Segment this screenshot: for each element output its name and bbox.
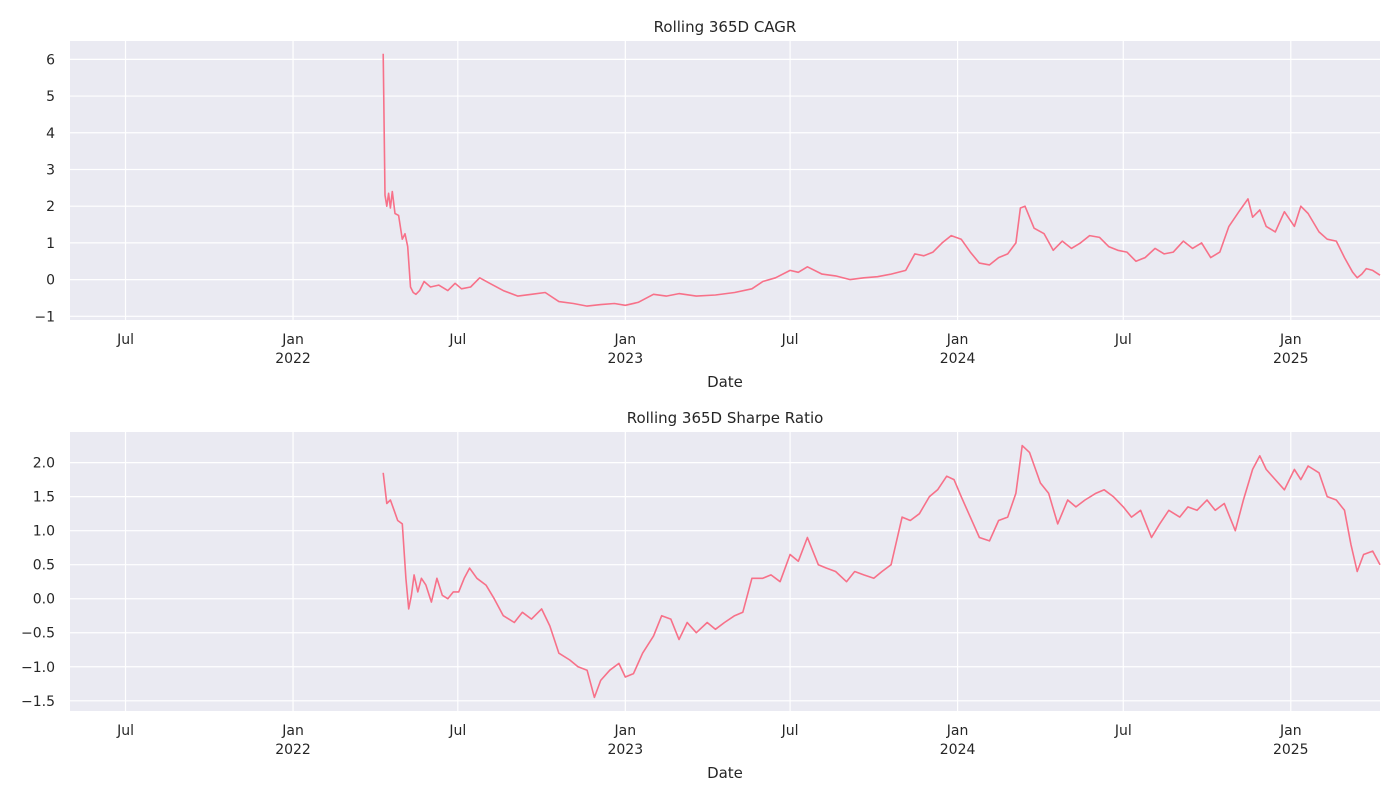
sharpe-x-tick-label: Jan — [1279, 723, 1302, 739]
sharpe-y-tick-label: −1.0 — [21, 660, 55, 676]
cagr-x-tick-year: 2022 — [275, 351, 311, 367]
cagr-x-tick-label: Jan — [1279, 332, 1302, 348]
cagr-series-line-0 — [382, 53, 1381, 307]
cagr-x-tick-label: Jul — [1114, 332, 1132, 348]
sharpe-y-tick-label: 1.0 — [33, 524, 55, 540]
sharpe-x-tick-label: Jan — [281, 723, 304, 739]
sharpe-y-tick-label: 2.0 — [33, 456, 55, 472]
cagr-y-tick-labels: −1 0 1 2 3 4 5 6 — [34, 52, 55, 325]
sharpe-x-tick-label: Jul — [781, 723, 799, 739]
sharpe-y-tick-label: 1.5 — [33, 490, 55, 506]
cagr-x-tick-label: Jul — [781, 332, 799, 348]
sharpe-x-tick-label: Jan — [614, 723, 637, 739]
cagr-x-tick-year: 2023 — [607, 351, 643, 367]
sharpe-x-tick-label: Jan — [946, 723, 969, 739]
sharpe-y-tick-label: −1.5 — [21, 694, 55, 710]
cagr-x-tick-year: 2024 — [940, 351, 976, 367]
sharpe-x-tick-label: Jul — [1114, 723, 1132, 739]
sharpe-x-tick-label: Jul — [448, 723, 466, 739]
sharpe-y-tick-labels: −1.5 −1.0 −0.5 0.0 0.5 1.0 1.5 2.0 — [21, 456, 55, 710]
cagr-plot-area — [70, 41, 1380, 320]
cagr-x-tick-label: Jul — [116, 332, 134, 348]
cagr-y-tick-label: 5 — [46, 89, 55, 105]
cagr-x-tick-labels: Jul Jan 2022 Jul Jan 2023 Jul Jan 2024 Jul Jan 2025 — [116, 332, 1309, 367]
cagr-series — [382, 53, 1381, 307]
sharpe-chart: −1.5−1.0−0.50.00.51.01.52.0 Jul Jan2022Ju… — [21, 409, 1381, 782]
sharpe-y-tick-label: 0.5 — [33, 558, 55, 574]
cagr-chart: −1 0 1 2 3 4 5 6 Jul Jan 2022 Jul Jan 2023 Jul Jan 2024… — [34, 18, 1381, 391]
cagr-y-tick-label: 3 — [46, 162, 55, 178]
sharpe-x-tick-year: 2022 — [275, 742, 311, 758]
sharpe-x-tick-year: 2023 — [607, 742, 643, 758]
sharpe-x-tick-year: 2025 — [1273, 742, 1309, 758]
cagr-y-tick-label: −1 — [34, 309, 55, 325]
sharpe-x-tick-year: 2024 — [940, 742, 976, 758]
sharpe-y-tick-label: 0.0 — [33, 592, 55, 608]
cagr-x-tick-year: 2025 — [1273, 351, 1309, 367]
cagr-y-tick-label: 0 — [46, 273, 55, 289]
cagr-y-tick-label: 6 — [46, 52, 55, 68]
sharpe-x-tick-label: Jul — [116, 723, 134, 739]
sharpe-chart-title: Rolling 365D Sharpe Ratio — [627, 409, 824, 427]
sharpe-plot-area — [70, 432, 1380, 711]
cagr-y-tick-label: 4 — [46, 126, 55, 142]
cagr-x-tick-label: Jan — [946, 332, 969, 348]
cagr-x-tick-label: Jul — [448, 332, 466, 348]
sharpe-y-tick-label: −0.5 — [21, 626, 55, 642]
sharpe-series — [382, 444, 1381, 699]
cagr-y-tick-label: 1 — [46, 236, 55, 252]
sharpe-series-line-0 — [382, 444, 1381, 699]
cagr-x-tick-label: Jan — [614, 332, 637, 348]
cagr-y-tick-label: 2 — [46, 199, 55, 215]
cagr-gridlines — [70, 41, 1380, 320]
sharpe-x-tick-labels: Jul Jan 2022 Jul Jan 2023 Jul Jan 2024 Jul Jan 2025 — [116, 723, 1309, 758]
sharpe-x-axis-label: Date — [707, 764, 743, 782]
sharpe-gridlines — [70, 432, 1380, 711]
cagr-chart-title: Rolling 365D CAGR — [654, 18, 797, 36]
cagr-x-axis-label: Date — [707, 373, 743, 391]
cagr-x-tick-label: Jan — [281, 332, 304, 348]
